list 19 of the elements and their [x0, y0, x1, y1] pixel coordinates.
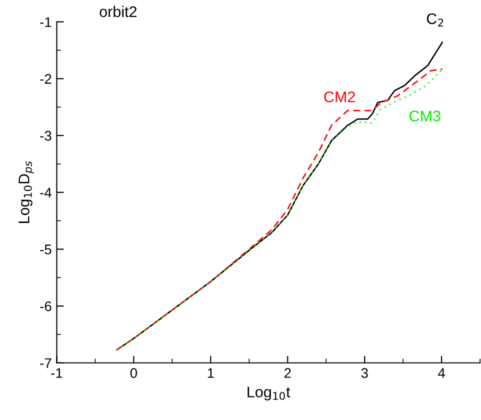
chart-title: orbit2 [100, 6, 137, 18]
x-tick-label: 0 [130, 368, 138, 378]
y-tick-label: -7 [40, 358, 52, 368]
y-tick-label: -1 [40, 17, 52, 27]
y-tick-label: -3 [40, 130, 52, 141]
x-axis-title: Log$_{10}$t [248, 386, 290, 400]
x-tick-label: 1 [208, 368, 214, 378]
y-tick-label: -2 [40, 74, 52, 84]
series-label: CM3 [410, 110, 440, 122]
series-label: C$_{2}$ [426, 13, 444, 27]
x-tick-label: 2 [284, 368, 291, 378]
x-tick-label: 4 [438, 368, 446, 378]
x-tick-label: -1 [51, 368, 62, 378]
y-axis-title: Log$_{10}$D$_{ps}$ [18, 161, 34, 223]
y-tick-label: -5 [40, 244, 52, 254]
series-label: CM2 [324, 91, 355, 102]
y-tick-label: -4 [40, 188, 52, 198]
y-tick-label: -6 [40, 301, 52, 312]
x-tick-label: 3 [361, 368, 368, 378]
